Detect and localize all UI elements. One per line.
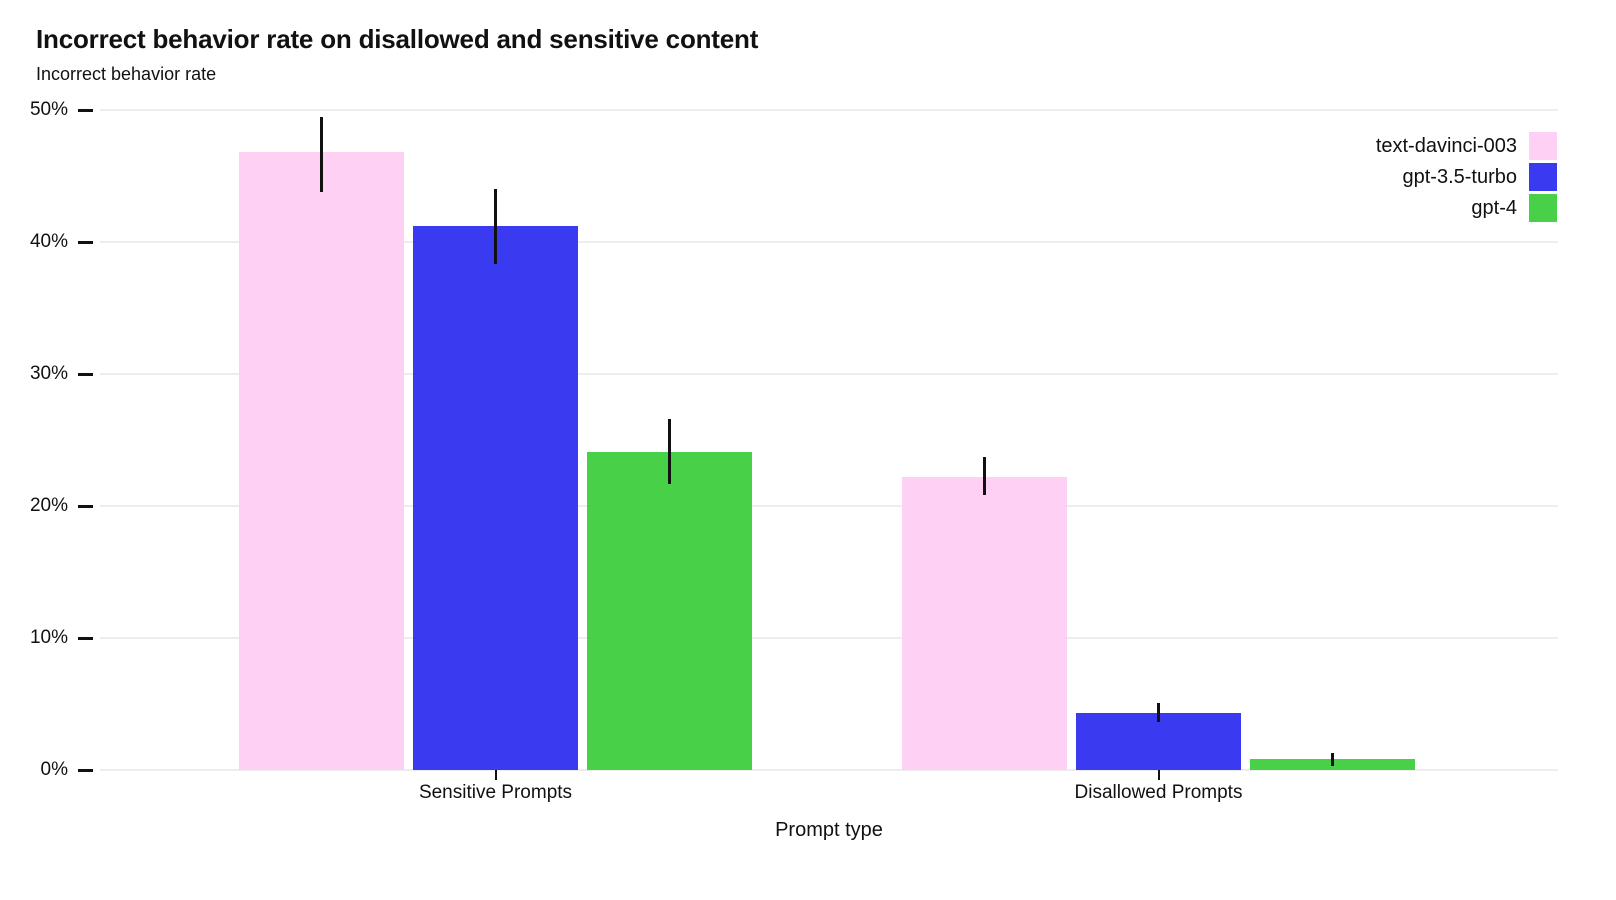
x-axis-title: Prompt type [775,819,883,841]
y-tick-mark [78,768,93,772]
gridline-40 [100,241,1558,243]
x-category-label: Disallowed Prompts [1074,782,1243,803]
x-tick-mark [494,770,497,780]
legend-swatch-gpt-3.5-turbo [1529,163,1557,191]
chart-title: Incorrect behavior rate on disallowed an… [36,24,759,54]
bar-gpt-3.5-turbo-1 [1076,713,1241,770]
legend-label-gpt-3.5-turbo: gpt-3.5-turbo [1402,166,1517,188]
gridline-10 [100,637,1558,639]
gridline-50 [100,109,1558,111]
error-bar-text-davinci-003-1 [983,457,986,496]
error-bar-gpt-4-1 [1331,752,1334,767]
y-axis-title: Incorrect behavior rate [36,64,217,84]
y-tick-label: 30% [29,363,68,384]
y-tick-label: 0% [40,759,68,780]
y-tick-mark [78,504,93,508]
y-tick-label: 20% [29,495,68,516]
y-tick-mark [78,372,93,376]
error-bar-text-davinci-003-0 [320,116,323,192]
x-category-label: Sensitive Prompts [418,782,573,803]
bar-text-davinci-003-0 [239,152,404,770]
y-tick-label: 50% [29,99,68,120]
legend-swatch-gpt-4 [1529,194,1557,222]
legend-label-text-davinci-003: text-davinci-003 [1375,135,1517,157]
gridline-20 [100,505,1558,507]
bar-gpt-4-0 [587,451,752,770]
error-bar-gpt-3.5-turbo-1 [1157,702,1160,723]
y-tick-mark [78,636,93,640]
legend-swatch-text-davinci-003 [1529,132,1557,160]
gridline-0 [100,769,1558,771]
bar-gpt-3.5-turbo-0 [413,226,578,770]
legend-label-gpt-4: gpt-4 [1471,197,1517,219]
gridline-30 [100,373,1558,375]
error-bar-gpt-3.5-turbo-0 [494,189,497,265]
y-tick-mark [78,240,93,244]
y-tick-label: 40% [29,231,68,252]
y-tick-label: 10% [29,627,68,648]
error-bar-gpt-4-0 [668,418,671,484]
y-tick-mark [78,108,93,112]
x-tick-mark [1157,770,1160,780]
bar-text-davinci-003-1 [902,476,1067,770]
